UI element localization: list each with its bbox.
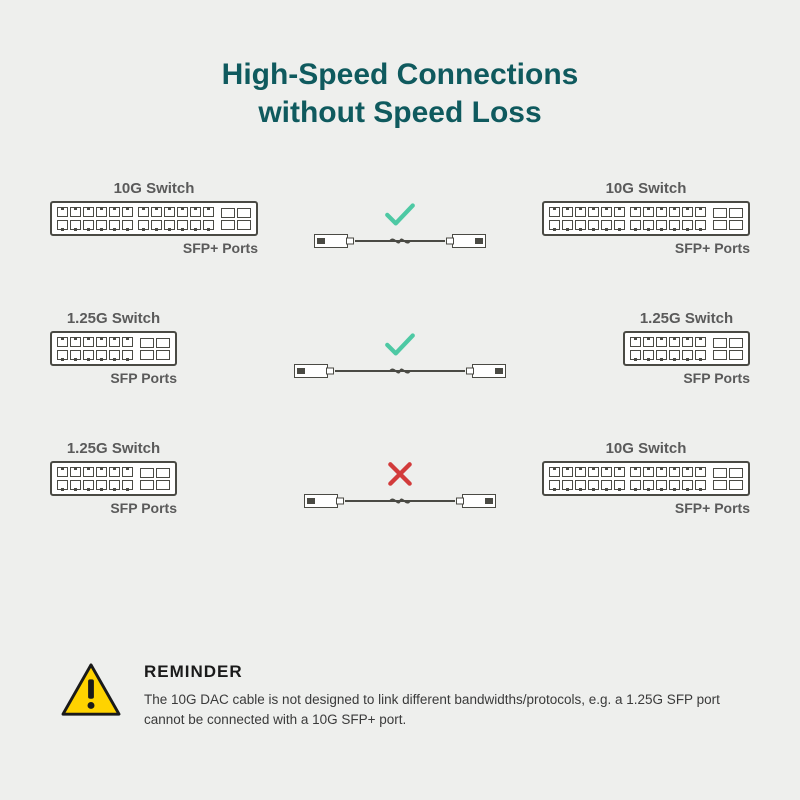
connection-row: 1.25G Switch SFP Ports 1.25G Switch SFP Por… [0, 310, 800, 440]
switch-body [50, 331, 177, 366]
cable-twist-icon [389, 495, 411, 507]
page-title: High-Speed Connections without Speed Los… [0, 0, 800, 131]
switch-body [50, 201, 258, 236]
reminder-text: REMINDER The 10G DAC cable is not design… [144, 662, 740, 731]
switch-left: 10G Switch SFP+ Ports [50, 180, 258, 256]
sfp-transceiver-icon [294, 364, 328, 378]
port-label: SFP Ports [623, 370, 750, 386]
title-line1: High-Speed Connections [222, 58, 579, 91]
sfp-port-block [138, 468, 170, 490]
cable-twist-icon [389, 365, 411, 377]
rj45-port-group [138, 207, 214, 230]
dac-cable [304, 494, 496, 508]
connection-row: 1.25G Switch SFP Ports 10G Switch SFP+ Port… [0, 440, 800, 570]
port-label: SFP Ports [50, 370, 177, 386]
switch-title: 1.25G Switch [50, 440, 177, 457]
cable-wire [335, 370, 465, 372]
rj45-port-group [57, 337, 133, 360]
rj45-port-group [57, 467, 133, 490]
connection-row: 10G Switch SFP+ Ports 10G Switch SFP+ Ports [0, 180, 800, 310]
cable-group [314, 200, 486, 248]
dac-cable [314, 234, 486, 248]
switch-body [623, 331, 750, 366]
port-label: SFP Ports [50, 500, 177, 516]
cable-group [304, 460, 496, 508]
switch-title: 1.25G Switch [50, 310, 177, 327]
sfp-port-block [711, 338, 743, 360]
switch-right: 1.25G Switch SFP Ports [623, 310, 750, 386]
rj45-port-group [630, 337, 706, 360]
rj45-port-group [57, 207, 133, 230]
sfp-port-block [219, 208, 251, 230]
rj45-port-group [630, 467, 706, 490]
sfp-transceiver-icon [452, 234, 486, 248]
cable-twist-icon [389, 235, 411, 247]
dac-cable [294, 364, 506, 378]
sfp-port-block [711, 468, 743, 490]
check-icon [383, 200, 417, 228]
rj45-port-group [549, 207, 625, 230]
sfp-transceiver-icon [472, 364, 506, 378]
cable-wire [345, 500, 455, 502]
switch-left: 1.25G Switch SFP Ports [50, 310, 177, 386]
switch-left: 1.25G Switch SFP Ports [50, 440, 177, 516]
cable-group [294, 330, 506, 378]
rj45-port-group [549, 467, 625, 490]
reminder-box: REMINDER The 10G DAC cable is not design… [60, 662, 740, 731]
port-label: SFP+ Ports [50, 240, 258, 256]
reminder-heading: REMINDER [144, 662, 740, 682]
port-label: SFP+ Ports [542, 240, 750, 256]
sfp-port-block [711, 208, 743, 230]
cable-wire [355, 240, 445, 242]
switch-right: 10G Switch SFP+ Ports [542, 440, 750, 516]
rj45-port-group [630, 207, 706, 230]
warning-icon [60, 662, 122, 718]
title-line2: without Speed Loss [258, 96, 541, 129]
switch-title: 10G Switch [542, 180, 750, 197]
check-icon [383, 330, 417, 358]
switch-title: 1.25G Switch [623, 310, 750, 327]
reminder-body: The 10G DAC cable is not designed to lin… [144, 690, 740, 731]
sfp-port-block [138, 338, 170, 360]
switch-body [542, 201, 750, 236]
switch-body [50, 461, 177, 496]
sfp-transceiver-icon [314, 234, 348, 248]
switch-right: 10G Switch SFP+ Ports [542, 180, 750, 256]
port-label: SFP+ Ports [542, 500, 750, 516]
sfp-transceiver-icon [304, 494, 338, 508]
switch-title: 10G Switch [542, 440, 750, 457]
switch-title: 10G Switch [50, 180, 258, 197]
diagram-rows: 10G Switch SFP+ Ports 10G Switch SFP+ Ports… [0, 180, 800, 570]
cross-icon [383, 460, 417, 488]
switch-body [542, 461, 750, 496]
sfp-transceiver-icon [462, 494, 496, 508]
